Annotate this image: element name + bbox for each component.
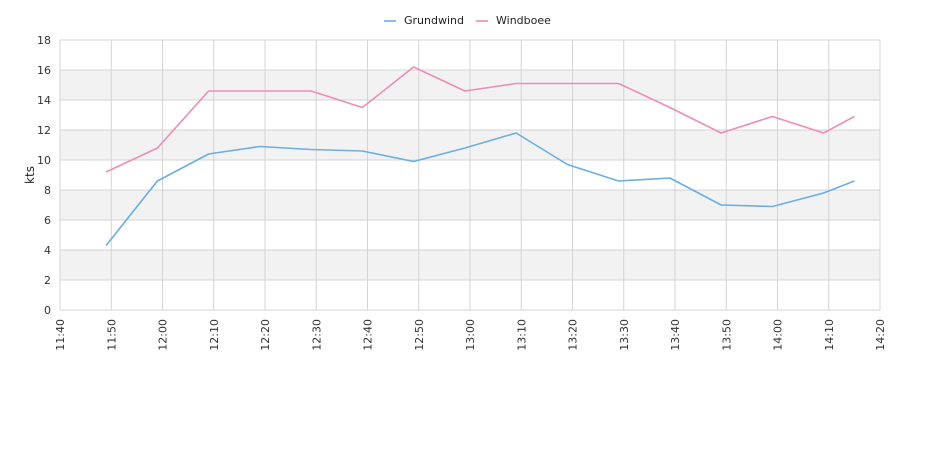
x-tick-label: 11:40	[54, 319, 67, 351]
y-tick-label: 0	[44, 304, 51, 317]
x-tick-label: 14:20	[874, 319, 887, 351]
y-tick-label: 16	[37, 64, 51, 77]
y-tick-label: 4	[44, 244, 51, 257]
x-tick-label: 11:50	[105, 319, 118, 351]
x-tick-label: 13:20	[567, 319, 580, 351]
legend-label: Grundwind	[404, 14, 464, 27]
x-tick-label: 13:40	[669, 319, 682, 351]
x-tick-label: 13:00	[464, 319, 477, 351]
y-tick-label: 6	[44, 214, 51, 227]
x-tick-label: 13:30	[618, 319, 631, 351]
y-tick-label: 18	[37, 34, 51, 47]
x-tick-label: 13:10	[515, 319, 528, 351]
y-tick-label: 12	[37, 124, 51, 137]
x-tick-label: 13:50	[720, 319, 733, 351]
y-axis: 0 2 4 6 8 10 12 14 16 18	[37, 34, 51, 317]
y-tick-label: 8	[44, 184, 51, 197]
y-tick-label: 10	[37, 154, 51, 167]
x-tick-label: 12:20	[259, 319, 272, 351]
gridlines	[59, 39, 881, 311]
series-line-windboee	[105, 66, 855, 173]
y-tick-label: 14	[37, 94, 51, 107]
y-tick-label: 2	[44, 274, 51, 287]
x-tick-label: 14:00	[772, 319, 785, 351]
series-line-grundwind	[105, 132, 855, 246]
x-tick-label: 12:50	[413, 319, 426, 351]
x-axis: 11:40 11:50 12:00 12:10 12:20 12:30 12:40 12:50…	[54, 319, 887, 351]
x-tick-label: 12:10	[208, 319, 221, 351]
x-tick-label: 12:30	[310, 319, 323, 351]
x-tick-label: 14:10	[823, 319, 836, 351]
legend-label: Windboee	[496, 14, 551, 27]
y-axis-title: kts	[23, 166, 37, 184]
series-lines	[105, 66, 855, 246]
x-tick-label: 12:00	[157, 319, 170, 351]
x-tick-label: 12:40	[362, 319, 375, 351]
legend: Grundwind Windboee	[384, 14, 551, 27]
